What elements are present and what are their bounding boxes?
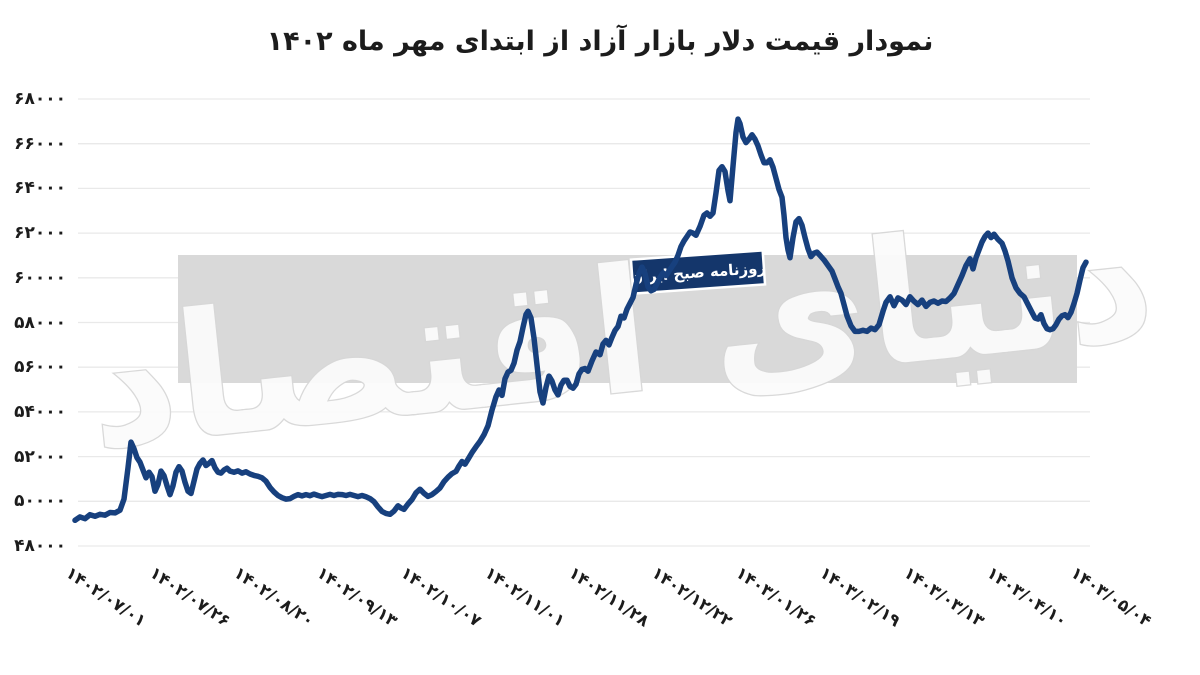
y-tick-label-1: ۶۶۰۰۰ [14, 134, 66, 154]
chart-title: نمودار قیمت دلار بازار آزاد از ابتدای مه… [266, 26, 934, 57]
y-tick-label-5: ۵۸۰۰۰ [14, 313, 66, 333]
y-tick-label-10: ۴۸۰۰۰ [14, 536, 66, 556]
y-tick-label-7: ۵۴۰۰۰ [14, 402, 66, 422]
y-tick-label-3: ۶۲۰۰۰ [14, 223, 66, 243]
y-tick-label-0: ۶۸۰۰۰ [14, 89, 66, 109]
newspaper-logo-watermark: دنیای اقتصاد [78, 177, 1162, 489]
price-line [72, 116, 1089, 524]
y-tick-label-8: ۵۲۰۰۰ [14, 447, 66, 467]
watermark-band [178, 255, 1077, 383]
newspaper-badge: روزنامه صبح ایران [629, 249, 767, 295]
y-tick-label-9: ۵۰۰۰۰ [14, 491, 66, 511]
y-tick-label-4: ۶۰۰۰۰ [14, 268, 66, 288]
y-tick-label-2: ۶۴۰۰۰ [14, 178, 66, 198]
badge-box [629, 249, 767, 295]
y-tick-label-6: ۵۶۰۰۰ [14, 357, 66, 377]
